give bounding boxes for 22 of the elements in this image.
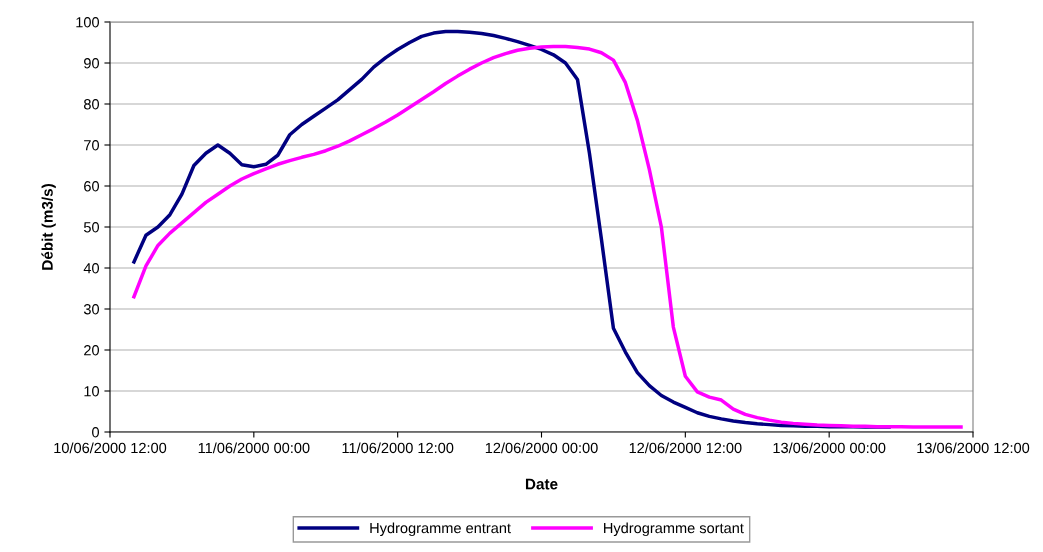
- legend-label: Hydrogramme sortant: [604, 522, 744, 537]
- y-tick-label: 20: [84, 345, 100, 356]
- y-tick-label: 30: [83, 304, 100, 315]
- y-tick-label: 10: [84, 386, 100, 397]
- x-tick-label: 11/06/2000 12:00: [342, 442, 454, 454]
- y-tick-label: 70: [84, 140, 100, 151]
- y-tick-label: 60: [84, 181, 100, 192]
- y-tick-label: 90: [84, 58, 100, 69]
- y-axis-title: Débit (m3/s): [41, 184, 56, 270]
- y-tick-label: 100: [76, 17, 100, 28]
- x-tick-label: 12/06/2000 00:00: [485, 442, 598, 454]
- y-tick-label: 40: [83, 263, 100, 274]
- x-tick-label: 10/06/2000 12:00: [54, 442, 167, 454]
- y-tick-label: 80: [84, 99, 100, 110]
- x-axis-title: Date: [525, 478, 558, 490]
- x-tick-label: 13/06/2000 12:00: [917, 442, 1030, 454]
- x-tick-label: 12/06/2000 12:00: [629, 442, 742, 454]
- y-tick-label: 50: [83, 222, 100, 233]
- x-tick-label: 13/06/2000 00:00: [773, 442, 886, 454]
- x-tick-label: 11/06/2000 00:00: [198, 442, 310, 454]
- y-tick-label: 0: [92, 427, 100, 438]
- legend-label: Hydrogramme entrant: [370, 522, 511, 537]
